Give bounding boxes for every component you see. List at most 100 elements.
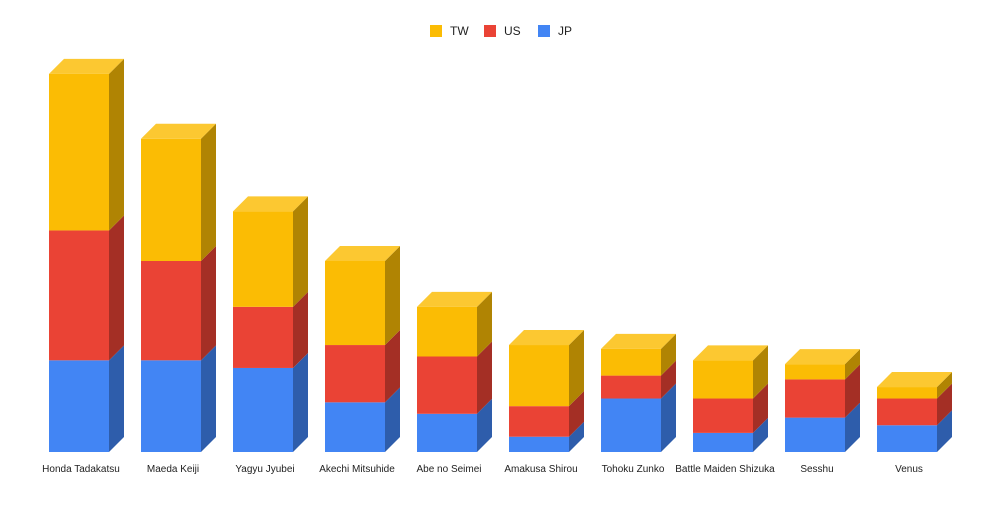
bar-abe-no-seimei-us bbox=[417, 341, 492, 414]
bar-top bbox=[693, 345, 768, 361]
bar-side bbox=[753, 383, 768, 433]
x-tick-label: Yagyu Jyubei bbox=[235, 464, 294, 475]
bar-honda-tadakatsu-jp bbox=[49, 345, 124, 452]
legend-swatch bbox=[538, 25, 550, 37]
legend-swatch bbox=[484, 25, 496, 37]
bar-yagyu-jyubei-us bbox=[233, 291, 308, 368]
bar-side bbox=[753, 417, 768, 452]
bar-side bbox=[477, 291, 492, 357]
bar-front bbox=[785, 364, 845, 380]
bar-top bbox=[877, 372, 952, 388]
bar-amakusa-shirou-us bbox=[509, 391, 584, 437]
bar-maeda-keiji-jp bbox=[141, 345, 216, 452]
bar-honda-tadakatsu-tw bbox=[49, 58, 124, 231]
legend-item-us[interactable]: US bbox=[484, 24, 521, 38]
bar-side bbox=[293, 196, 308, 307]
bar-front bbox=[141, 360, 201, 452]
bar-front bbox=[509, 436, 569, 452]
x-tick-label: Abe no Seimei bbox=[416, 464, 481, 475]
legend-swatch bbox=[430, 25, 442, 37]
bar-front bbox=[233, 367, 293, 452]
bar-side bbox=[201, 345, 216, 452]
bar-top bbox=[509, 330, 584, 346]
bar-front bbox=[693, 432, 753, 452]
bar-tohoku-zunko-tw bbox=[601, 333, 676, 376]
legend-label: TW bbox=[450, 24, 469, 38]
x-tick-label: Honda Tadakatsu bbox=[42, 464, 120, 475]
bar-front bbox=[417, 356, 477, 414]
bar-side bbox=[569, 391, 584, 437]
bar-front bbox=[49, 230, 109, 361]
bar-yagyu-jyubei-tw bbox=[233, 196, 308, 307]
x-tick-label: Battle Maiden Shizuka bbox=[675, 464, 775, 475]
bar-top bbox=[417, 291, 492, 307]
bar-front bbox=[509, 406, 569, 437]
bar-sesshu-us bbox=[785, 364, 860, 418]
bar-side bbox=[937, 372, 952, 399]
bar-side bbox=[109, 215, 124, 361]
bar-side bbox=[845, 364, 860, 418]
bar-side bbox=[569, 330, 584, 407]
bar-akechi-mitsuhide-jp bbox=[325, 387, 400, 452]
bar-top bbox=[233, 196, 308, 212]
bar-front bbox=[601, 375, 661, 399]
bar-side bbox=[385, 246, 400, 346]
bar-venus-tw bbox=[877, 372, 952, 399]
bar-side bbox=[845, 402, 860, 452]
bar-side bbox=[385, 330, 400, 403]
bar-front bbox=[325, 261, 385, 346]
bar-side bbox=[661, 360, 676, 399]
bar-side bbox=[385, 387, 400, 452]
bar-venus-jp bbox=[877, 410, 952, 452]
bar-venus-us bbox=[877, 383, 952, 426]
bar-tohoku-zunko-jp bbox=[601, 383, 676, 452]
bar-front bbox=[49, 73, 109, 231]
bar-front bbox=[325, 345, 385, 403]
bar-top bbox=[141, 123, 216, 139]
x-tick-label: Akechi Mitsuhide bbox=[319, 464, 395, 475]
legend-label: JP bbox=[558, 24, 572, 38]
bar-tohoku-zunko-us bbox=[601, 360, 676, 399]
legend-label: US bbox=[504, 24, 521, 38]
bar-front bbox=[785, 417, 845, 452]
bar-side bbox=[109, 345, 124, 452]
bar-yagyu-jyubei-jp bbox=[233, 352, 308, 452]
legend-item-jp[interactable]: JP bbox=[538, 24, 572, 38]
bar-front bbox=[877, 425, 937, 452]
bar-front bbox=[325, 402, 385, 452]
x-tick-label: Maeda Keiji bbox=[147, 464, 199, 475]
bar-honda-tadakatsu-us bbox=[49, 215, 124, 361]
legend: TW US JP bbox=[430, 24, 572, 38]
bar-akechi-mitsuhide-us bbox=[325, 330, 400, 403]
bar-top bbox=[49, 58, 124, 74]
bar-akechi-mitsuhide-tw bbox=[325, 246, 400, 346]
bar-front bbox=[601, 348, 661, 376]
x-tick-label: Sesshu bbox=[800, 464, 833, 475]
bar-abe-no-seimei-tw bbox=[417, 291, 492, 357]
legend-item-tw[interactable]: TW bbox=[430, 24, 469, 38]
bar-front bbox=[233, 211, 293, 307]
bar-front bbox=[785, 379, 845, 418]
bar-side bbox=[661, 333, 676, 376]
bar-front bbox=[141, 138, 201, 261]
x-tick-label: Amakusa Shirou bbox=[504, 464, 577, 475]
bar-front bbox=[693, 360, 753, 399]
bar-battle-maiden-shizuka-jp bbox=[693, 417, 768, 452]
bar-sesshu-jp bbox=[785, 402, 860, 452]
x-tick-label: Venus bbox=[895, 464, 923, 475]
bar-amakusa-shirou-jp bbox=[509, 421, 584, 452]
bar-front bbox=[141, 261, 201, 361]
bar-side bbox=[569, 421, 584, 452]
bar-side bbox=[845, 349, 860, 380]
bar-sesshu-tw bbox=[785, 349, 860, 380]
bars bbox=[49, 58, 952, 452]
bar-battle-maiden-shizuka-tw bbox=[693, 345, 768, 399]
bar-front bbox=[601, 398, 661, 452]
bar-side bbox=[109, 58, 124, 231]
bar-side bbox=[477, 341, 492, 414]
bar-battle-maiden-shizuka-us bbox=[693, 383, 768, 433]
bar-side bbox=[753, 345, 768, 399]
bar-side bbox=[201, 123, 216, 261]
